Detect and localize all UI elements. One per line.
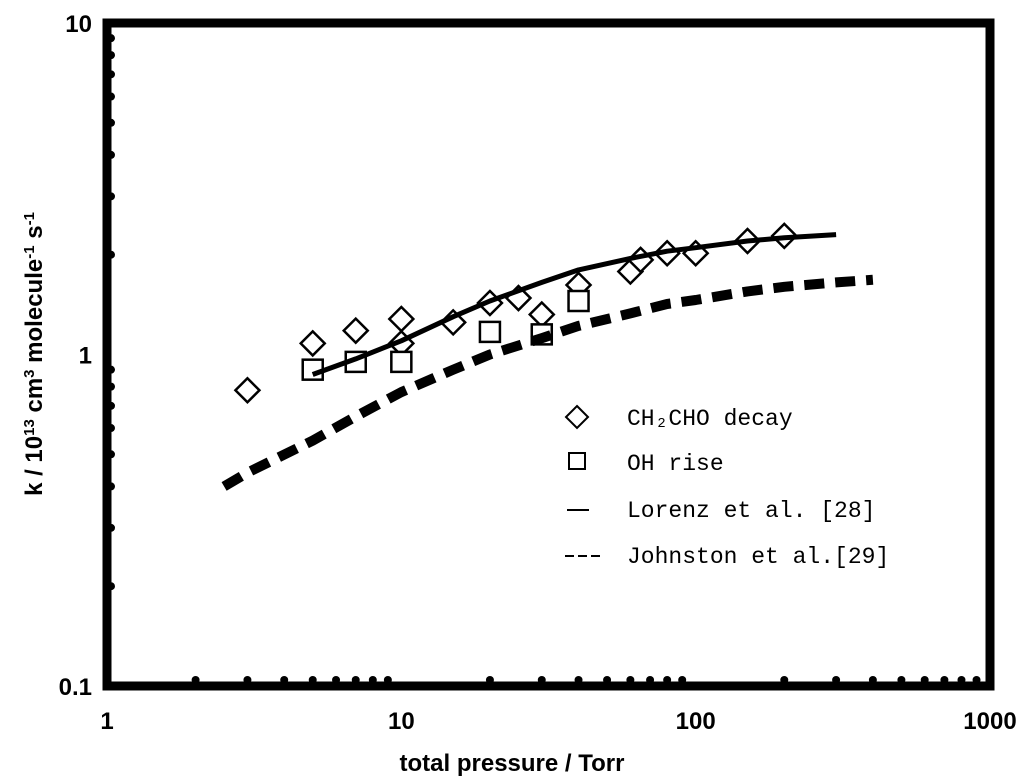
diamond-point: [527, 300, 556, 329]
x-minor-tick: [940, 676, 949, 684]
diamond-point: [341, 316, 370, 345]
y-minor-tick: [107, 92, 115, 101]
legend-label: Johnston et al.[29]: [627, 544, 889, 570]
x-minor-tick: [191, 676, 200, 684]
y-minor-tick: [107, 118, 115, 127]
x-minor-tick: [243, 676, 252, 684]
x-minor-tick: [626, 676, 635, 684]
tick-labels: 1 10 100 1000 0.1 1 10: [59, 11, 1017, 735]
x-minor-tick: [603, 676, 612, 684]
y-tick-label: 10: [65, 11, 92, 38]
x-minor-tick: [351, 676, 360, 684]
legend-label: OH rise: [627, 451, 724, 477]
y-minor-tick: [107, 401, 115, 410]
x-minor-tick: [663, 676, 672, 684]
y-minor-tick: [107, 150, 115, 159]
diamond-point: [298, 329, 327, 358]
x-minor-tick: [868, 676, 877, 684]
x-minor-tick: [972, 676, 981, 684]
series-layer: [221, 222, 874, 491]
x-minor-tick: [957, 676, 966, 684]
x-minor-tick: [832, 676, 841, 684]
x-tick-label: 100: [676, 708, 716, 735]
y-tick-label: 0.1: [59, 674, 92, 701]
legend-label: Lorenz et al. [28]: [627, 498, 875, 524]
y-minor-tick: [107, 482, 115, 491]
x-tick-label: 1000: [963, 708, 1016, 735]
x-minor-tick: [485, 676, 494, 684]
plot-area: [102, 18, 995, 691]
y-minor-tick: [107, 424, 115, 433]
x-axis-label: total pressure / Torr: [400, 750, 625, 777]
x-minor-tick: [920, 676, 929, 684]
x-minor-tick: [332, 676, 341, 684]
square-point: [567, 289, 590, 313]
x-minor-tick: [678, 676, 687, 684]
x-minor-tick: [646, 676, 655, 684]
x-minor-tick: [368, 676, 377, 684]
y-minor-tick: [107, 450, 115, 459]
x-minor-tick: [780, 676, 789, 684]
x-minor-tick: [897, 676, 906, 684]
legend-diamond-icon: [564, 404, 590, 430]
legend-square-icon: [568, 452, 586, 470]
y-minor-tick: [107, 192, 115, 201]
x-minor-tick: [383, 676, 392, 684]
y-axis-label: k / 1013 cm3 molecule-1 s-1: [21, 212, 49, 496]
lorenz-curve: [311, 232, 837, 377]
diamond-point: [233, 376, 262, 405]
y-minor-tick: [107, 51, 115, 60]
plot-frame: [102, 18, 995, 691]
y-minor-tick: [107, 250, 115, 259]
square-point: [390, 350, 413, 374]
x-minor-tick: [574, 676, 583, 684]
legend-label: CH₂CHO decay: [627, 406, 793, 432]
johnston-curve: [221, 274, 874, 491]
y-tick-label: 1: [79, 343, 92, 370]
x-minor-tick: [308, 676, 317, 684]
x-tick-label: 1: [100, 708, 113, 735]
x-minor-tick: [280, 676, 289, 684]
legend: CH₂CHO decay OH rise Lorenz et al. [28] Joh…: [564, 404, 889, 570]
y-minor-tick: [107, 523, 115, 532]
diamond-point: [387, 305, 416, 333]
y-minor-tick: [107, 582, 115, 591]
y-minor-tick: [107, 34, 115, 43]
y-minor-tick: [107, 382, 115, 391]
axis-labels: total pressure / Torr k / 1013 cm3 molecu…: [21, 212, 625, 777]
x-tick-label: 10: [388, 708, 415, 735]
y-minor-tick: [107, 365, 115, 374]
square-point: [478, 320, 502, 344]
x-minor-tick: [537, 676, 546, 684]
y-minor-tick: [107, 70, 115, 79]
